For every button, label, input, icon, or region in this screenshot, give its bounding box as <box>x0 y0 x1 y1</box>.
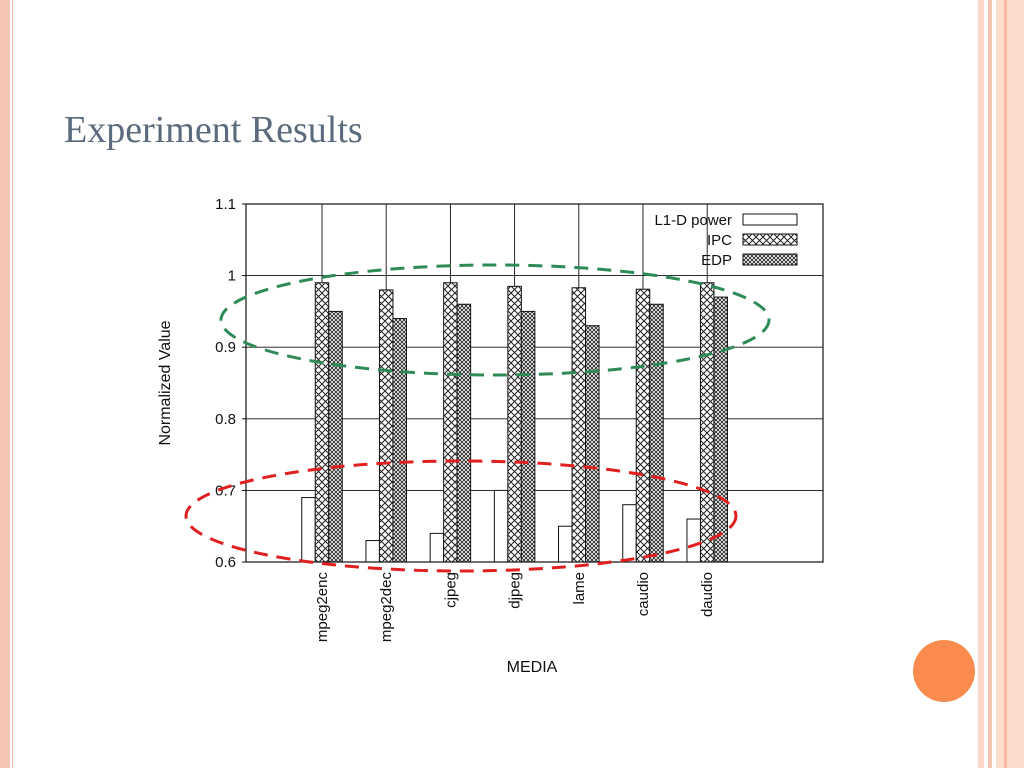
x-tick-label: caudio <box>635 572 652 616</box>
x-tick-label: lame <box>571 572 588 605</box>
right-border-stripe <box>988 0 992 768</box>
y-tick-label: 0.9 <box>215 339 236 356</box>
bar-edp-mpeg2dec <box>392 318 407 563</box>
bar-edp-daudio <box>713 296 728 563</box>
slide-title: Experiment Results <box>64 109 363 151</box>
legend-swatch <box>742 253 798 266</box>
bar-edp-caudio <box>649 303 664 563</box>
bar-edp-mpeg2enc <box>328 310 343 563</box>
bar-ipc-daudio <box>699 282 715 563</box>
bar-edp-lame <box>585 325 600 563</box>
legend-swatch <box>742 233 798 246</box>
bar-ipc-caudio <box>635 288 651 563</box>
y-tick-label: 0.8 <box>215 411 236 428</box>
x-tick-label: djpeg <box>507 572 524 609</box>
bar-l1-d-power-caudio <box>622 504 637 563</box>
bar-ipc-lame <box>571 287 587 563</box>
y-tick-label: 0.6 <box>215 554 236 571</box>
y-tick-label: 1 <box>228 268 236 285</box>
bar-ipc-mpeg2dec <box>378 289 394 563</box>
right-border-stripe <box>996 0 1024 768</box>
y-axis-label: Normalized Value <box>157 320 174 445</box>
accent-circle-decoration <box>913 640 975 702</box>
bar-ipc-cjpeg <box>443 282 458 563</box>
bar-l1-d-power-mpeg2dec <box>365 540 380 563</box>
bar-l1-d-power-mpeg2enc <box>301 497 316 563</box>
bars <box>301 282 728 563</box>
bar-l1-d-power-djpeg <box>493 489 509 563</box>
bar-l1-d-power-cjpeg <box>429 532 445 563</box>
highlight-ellipse-l1d-power <box>184 459 738 573</box>
legend-label: EDP <box>701 252 732 269</box>
left-border-decoration <box>0 0 13 768</box>
legend-label: IPC <box>707 232 732 249</box>
y-tick-label: 0.7 <box>215 482 236 499</box>
bar-chart: 0.6 0.7 0.8 0.9 1 1.1 mpeg2enc mpeg2dec cjpeg dj… <box>157 196 824 676</box>
x-tick-label: daudio <box>699 572 716 617</box>
legend: L1-D power IPC EDP <box>654 212 798 269</box>
legend-swatch <box>742 213 798 226</box>
bar-l1-d-power-daudio <box>686 518 701 563</box>
right-border-stripe <box>978 0 984 768</box>
legend-label: L1-D power <box>654 212 732 229</box>
bar-ipc-mpeg2enc <box>314 282 330 563</box>
bar-edp-djpeg <box>520 310 536 563</box>
highlight-ellipse-ipc-edp <box>219 263 771 377</box>
bar-ipc-djpeg <box>507 285 522 563</box>
x-tick-label: mpeg2dec <box>378 572 395 643</box>
bar-edp-cjpeg <box>456 303 472 563</box>
x-tick-label: mpeg2enc <box>314 572 331 643</box>
x-axis-ticks: mpeg2enc mpeg2dec cjpeg djpeg lame caudio daud… <box>314 572 716 643</box>
plot-frame <box>245 203 824 563</box>
x-tick-label: cjpeg <box>442 572 459 608</box>
x-axis-label: MEDIA <box>507 659 558 676</box>
bar-l1-d-power-lame <box>558 525 573 563</box>
y-tick-label: 1.1 <box>215 196 236 213</box>
y-axis-ticks: 0.6 0.7 0.8 0.9 1 1.1 <box>215 196 246 571</box>
right-border-stripe <box>1004 0 1007 768</box>
